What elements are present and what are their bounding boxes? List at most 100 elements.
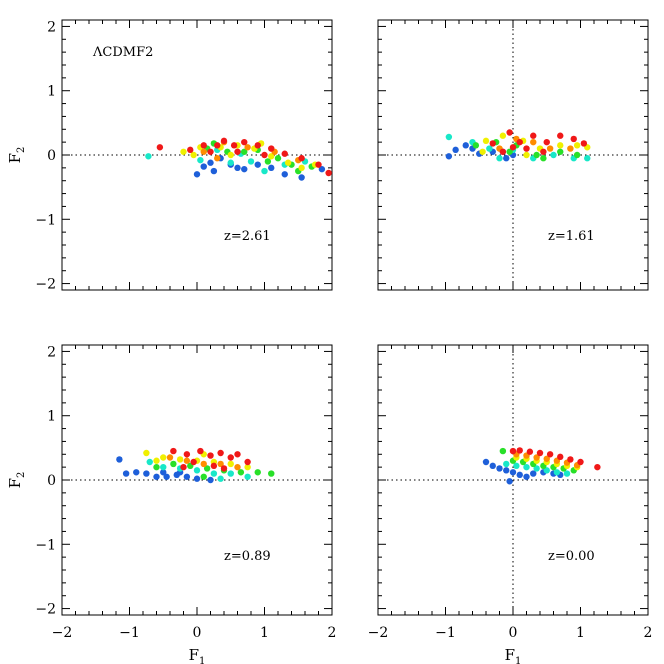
data-point-red	[509, 144, 517, 151]
data-point-blue	[516, 471, 523, 479]
panel-top-right: z=1.61	[377, 19, 649, 291]
data-point-orange	[567, 145, 574, 152]
redshift-label: z=0.00	[548, 549, 595, 564]
x-axis-title: F1	[505, 646, 522, 664]
data-point-red	[298, 155, 305, 162]
data-point-red	[207, 452, 214, 459]
data-point-cyan	[584, 155, 591, 162]
data-point-orange	[543, 455, 550, 462]
data-point-orange	[244, 144, 251, 151]
data-point-red	[543, 138, 550, 146]
data-point-green	[268, 470, 275, 477]
data-point-red	[197, 447, 204, 455]
data-point-red	[594, 463, 601, 471]
data-point-green	[573, 151, 581, 159]
data-point-yellow	[176, 456, 184, 463]
data-point-red	[230, 142, 238, 149]
x-tick-label: 0	[193, 625, 202, 641]
data-point-blue	[241, 165, 248, 173]
data-point-blue	[193, 171, 201, 178]
data-point-red	[234, 148, 241, 155]
data-point-green	[274, 155, 282, 162]
data-point-blue	[509, 469, 517, 476]
data-point-orange	[533, 454, 540, 461]
data-point-blue	[462, 142, 469, 149]
data-point-blue	[122, 470, 130, 477]
data-point-green	[499, 447, 507, 455]
data-point-red	[254, 142, 261, 149]
x-tick-label: 2	[644, 625, 653, 641]
data-point-red	[261, 151, 268, 159]
data-point-yellow	[479, 148, 486, 155]
data-point-red	[170, 447, 177, 455]
data-point-cyan	[550, 151, 557, 159]
x-tick-label: 1	[576, 625, 585, 641]
data-point-cyan	[496, 155, 503, 162]
data-point-cyan	[227, 159, 234, 166]
data-point-red	[577, 458, 584, 466]
data-point-red	[241, 138, 248, 146]
data-point-orange	[217, 460, 224, 468]
data-point-red	[489, 140, 496, 147]
data-point-red	[499, 148, 507, 155]
y-axis-title: F2	[6, 472, 27, 489]
data-point-cyan	[513, 462, 520, 470]
data-point-blue	[482, 458, 490, 466]
data-point-cyan	[227, 470, 234, 477]
data-point-yellow	[227, 151, 234, 159]
data-point-red	[523, 145, 530, 152]
data-point-blue	[445, 153, 453, 160]
data-point-blue	[160, 469, 167, 476]
data-point-blue	[183, 473, 191, 480]
data-point-cyan	[145, 153, 152, 160]
data-point-red	[207, 148, 214, 155]
y-tick-label: −1	[35, 537, 56, 553]
data-point-blue	[153, 473, 160, 480]
data-point-red	[536, 449, 544, 457]
y-tick-label: 2	[47, 19, 56, 35]
data-point-red	[268, 145, 275, 152]
data-point-orange	[234, 463, 241, 471]
data-point-red	[530, 132, 537, 139]
data-point-blue	[268, 164, 275, 172]
x-tick-label: 2	[328, 625, 337, 641]
data-point-red	[567, 456, 574, 463]
data-point-red	[506, 129, 513, 136]
data-point-red	[234, 451, 241, 458]
data-point-green	[241, 148, 248, 155]
data-point-red	[557, 453, 564, 461]
data-point-blue	[530, 470, 537, 477]
data-point-blue	[496, 465, 503, 472]
data-point-cyan	[193, 467, 201, 474]
model-label: ΛCDMF2	[92, 45, 153, 60]
data-point-yellow	[573, 142, 581, 149]
data-point-orange	[546, 145, 554, 152]
data-point-red	[509, 447, 517, 455]
data-point-red	[546, 451, 554, 458]
data-point-green	[472, 142, 480, 149]
data-point-orange	[530, 138, 537, 146]
data-point-cyan	[261, 167, 268, 175]
x-tick-label: −1	[119, 625, 140, 641]
data-point-blue	[489, 462, 496, 470]
data-point-red	[516, 138, 523, 146]
data-point-blue	[163, 473, 170, 480]
data-point-yellow	[557, 142, 564, 149]
panel-top-left: −2 −1 0 1 2 z=2.61	[35, 19, 333, 293]
y-tick-label: 0	[47, 473, 56, 489]
data-point-cyan	[197, 156, 204, 164]
data-point-yellow	[160, 454, 167, 461]
data-point-orange	[200, 460, 207, 468]
y-tick-label: 0	[47, 148, 56, 164]
data-point-red	[214, 142, 221, 149]
redshift-label: z=0.89	[224, 549, 271, 564]
data-point-red	[156, 144, 164, 151]
x-tick-label: −2	[52, 625, 73, 641]
data-point-blue	[254, 161, 261, 168]
data-point-green	[557, 148, 564, 155]
data-point-cyan	[247, 158, 255, 165]
data-point-cyan	[160, 463, 167, 471]
data-point-blue	[298, 174, 305, 181]
data-point-cyan	[543, 467, 550, 474]
data-point-cyan	[503, 460, 510, 468]
